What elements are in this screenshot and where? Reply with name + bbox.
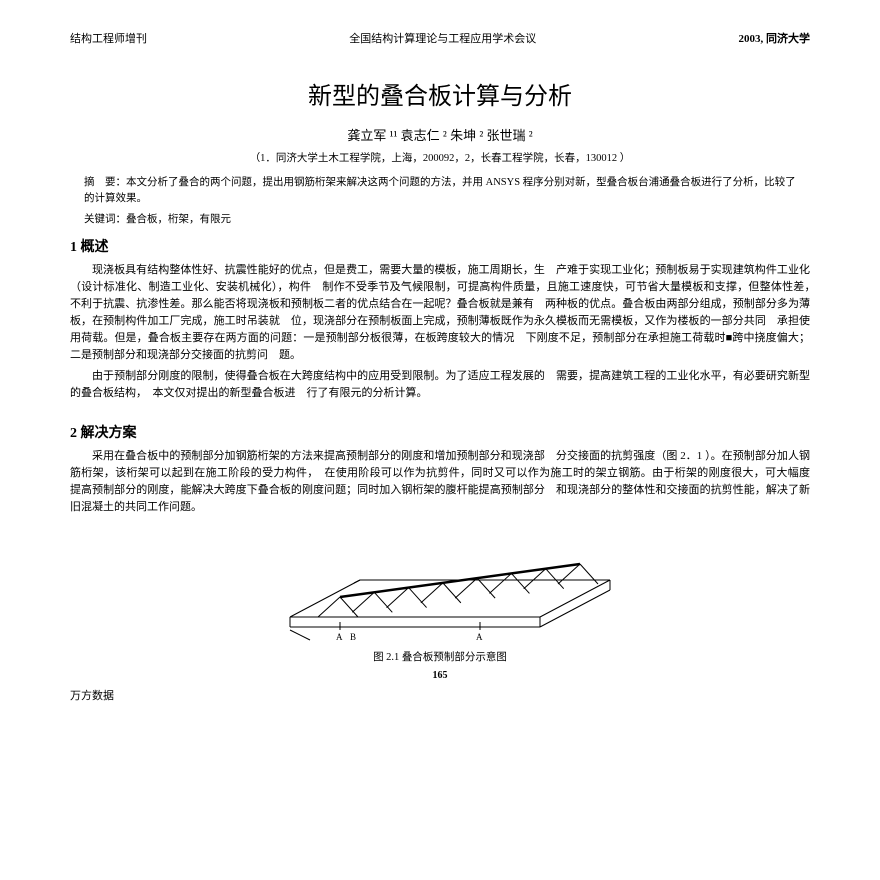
section-1-para-2: 由于预制部分刚度的限制，使得叠合板在大跨度结构中的应用受到限制。为了适应工程发展… [70,368,810,402]
section-1-para-1: 现浇板具有结构整体性好、抗震性能好的优点，但是费工，需要大量的模板，施工周期长，… [70,262,810,364]
svg-text:A: A [476,632,483,642]
page-header: 结构工程师增刊 全国结构计算理论与工程应用学术会议 2003, 同济大学 [70,30,810,46]
figure-caption: 图 2.1 叠合板预制部分示意图 [70,649,810,664]
section-2-para-1: 采用在叠合板中的预制部分加钢筋桁架的方法来提高预制部分的刚度和增加预制部分和现浇… [70,448,810,516]
affiliations: （1．同济大学土木工程学院，上海，200092，2，长春工程学院，长春，1300… [70,150,810,165]
footer-source: 万方数据 [70,687,810,703]
figure-2-1: AAB 图 2.1 叠合板预制部分示意图 [70,522,810,664]
keywords: 关键词：叠合板，桁架，有限元 [84,211,796,226]
header-center: 全国结构计算理论与工程应用学术会议 [349,30,536,46]
header-right: 2003, 同济大学 [739,30,811,46]
header-left: 结构工程师增刊 [70,30,147,46]
page-number: 165 [70,670,810,681]
svg-text:A: A [336,632,343,642]
authors: 龚立军 ¹¹ 袁志仁 ² 朱坤 ² 张世瑞 ² [70,125,810,144]
slab-diagram: AAB [250,522,630,642]
section-2-heading: 2 解决方案 [70,422,810,442]
section-1-heading: 1 概述 [70,236,810,256]
abstract: 摘 要：本文分析了叠合的两个问题，提出用钢筋桁架来解决这两个问题的方法，并用 A… [84,175,796,207]
paper-title: 新型的叠合板计算与分析 [70,76,810,111]
svg-text:B: B [350,632,356,642]
